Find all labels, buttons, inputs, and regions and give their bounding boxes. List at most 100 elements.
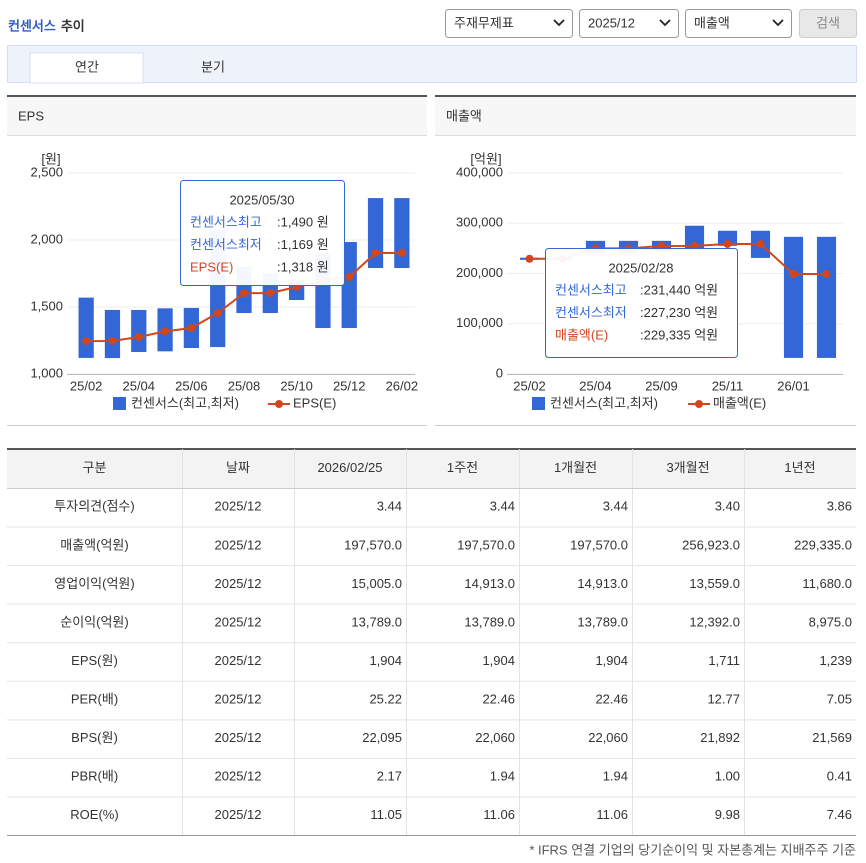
panel-header	[435, 97, 856, 135]
line-point	[789, 270, 798, 279]
legend-label: 컨센서스(최고,최저)	[550, 395, 658, 410]
panel-header	[7, 97, 427, 135]
table-cell: 21,892	[700, 730, 740, 745]
tooltip-label: 매출액(E)	[555, 327, 608, 342]
table-cell: 3.44	[490, 499, 515, 514]
tooltip	[545, 248, 738, 358]
table-cell: 순이익(억원)	[60, 614, 128, 629]
table-cell: 2025/12	[215, 576, 262, 591]
y-unit: [억원]	[470, 151, 501, 166]
range-bar	[717, 230, 738, 246]
select-value: 2025/12	[588, 15, 635, 30]
tab-active[interactable]	[29, 52, 144, 84]
table-cell: 13,789.0	[577, 614, 628, 629]
table-cell: 22.46	[482, 691, 515, 706]
table-cell: PER(배)	[71, 691, 118, 706]
table-cell: 1.94	[490, 769, 515, 784]
range-bar	[394, 198, 410, 269]
tooltip-date: 2025/05/30	[229, 192, 294, 207]
table-cell: 9.98	[715, 807, 740, 822]
table-cell: 영업이익(억원)	[54, 576, 134, 591]
table-cell: 투자의견(점수)	[54, 499, 134, 514]
table-cell: 25.22	[369, 691, 402, 706]
tooltip-value: :1,169 원	[277, 237, 329, 252]
table-cell: 7.46	[827, 807, 852, 822]
line-point	[134, 333, 143, 342]
tooltip-value: :227,230 억원	[640, 305, 718, 320]
legend-label: 컨센서스(최고,최저)	[131, 395, 239, 410]
table-cell: 2025/12	[215, 691, 262, 706]
table-cell: 2025/12	[215, 499, 262, 514]
line-point	[187, 324, 196, 333]
y-tick-label: 100,000	[456, 315, 503, 330]
table-cell: 2025/12	[215, 537, 262, 552]
x-tick-label: 25/04	[122, 378, 155, 393]
select[interactable]	[445, 9, 573, 38]
table-cell: 11.05	[370, 807, 402, 822]
select-arrow	[659, 19, 671, 27]
table-cell: 1,711	[708, 653, 740, 668]
table-cell: 256,923.0	[682, 537, 740, 552]
range-bar	[367, 198, 384, 269]
table-cell: 11.06	[596, 807, 628, 822]
line-point	[266, 289, 275, 298]
table-header-cell: 1개월전	[554, 460, 597, 475]
table-cell: 2025/12	[215, 807, 262, 822]
table-cell: 1,904	[369, 653, 402, 668]
y-tick-label: 1,000	[30, 365, 63, 380]
select[interactable]	[579, 9, 679, 38]
line-point	[345, 272, 354, 281]
line-point	[240, 289, 248, 298]
select-value: 주재무제표	[454, 15, 514, 30]
table-header-cell: 구분	[83, 460, 107, 475]
table-cell: 22.46	[595, 691, 628, 706]
title: 추이	[61, 18, 85, 33]
table-cell: 3.86	[827, 499, 852, 514]
y-tick-label: 2,000	[30, 231, 63, 246]
table-cell: 21,569	[812, 730, 852, 745]
x-tick-label: 25/09	[645, 378, 678, 393]
table-cell: 2025/12	[215, 769, 262, 784]
tooltip-value: :229,335 억원	[640, 327, 718, 342]
tooltip-label: EPS(E)	[190, 259, 233, 274]
table-header-cell: 1주전	[447, 460, 478, 475]
table-cell: 1,904	[595, 653, 628, 668]
table-cell: 13,789.0	[351, 614, 402, 629]
table-cell: 11,680.0	[802, 576, 852, 591]
table-cell: 2025/12	[215, 614, 262, 629]
x-tick-label: 25/02	[70, 378, 103, 393]
select[interactable]	[685, 9, 792, 38]
select-arrow	[553, 19, 565, 27]
table-header-bg	[7, 449, 856, 488]
table-cell: 12.77	[707, 691, 740, 706]
legend-label: EPS(E)	[293, 395, 336, 410]
x-tick-label: 25/11	[712, 378, 744, 393]
search-button[interactable]	[799, 9, 857, 38]
table-cell: 2.17	[377, 769, 402, 784]
y-tick-label: 1,500	[30, 298, 63, 313]
tab-bar	[7, 45, 857, 83]
table-cell: 11.06	[483, 807, 515, 822]
line-point	[690, 241, 699, 250]
tab[interactable]: 분기	[201, 59, 225, 74]
line-point	[525, 254, 534, 263]
line-point	[723, 240, 732, 249]
table-cell: 3.44	[603, 499, 628, 514]
title-highlight: 컨센서스	[8, 18, 56, 33]
table-cell: 1,239	[819, 653, 852, 668]
table-cell: 매출액(억원)	[60, 537, 128, 552]
y-tick-label: 0	[496, 365, 503, 380]
panel-title: EPS	[18, 108, 44, 123]
line-point	[371, 248, 380, 257]
table-cell: 12,392.0	[689, 614, 740, 629]
line-point	[108, 337, 117, 346]
line-point	[822, 270, 831, 279]
y-tick-label: 2,500	[30, 164, 63, 179]
x-tick-label: 25/10	[280, 378, 313, 393]
table-cell: 22,060	[475, 730, 515, 745]
x-tick-label: 25/04	[579, 378, 612, 393]
tab[interactable]: 연간	[75, 59, 99, 74]
range-bar	[131, 309, 147, 353]
legend-dot	[695, 400, 703, 408]
table-header-cell: 1년전	[784, 460, 815, 475]
